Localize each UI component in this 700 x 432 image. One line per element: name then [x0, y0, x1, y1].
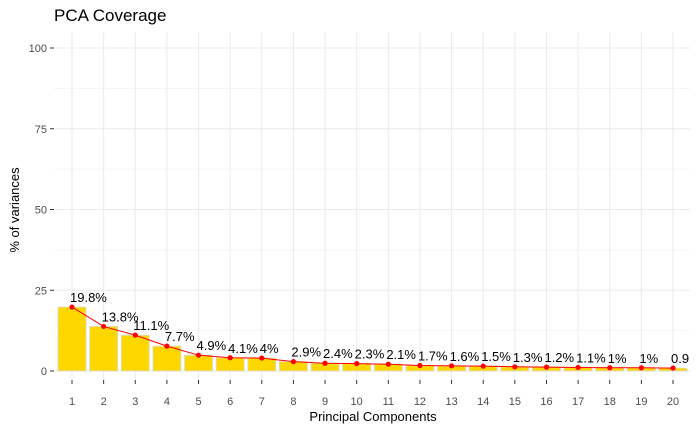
data-point	[322, 360, 328, 366]
chart-title: PCA Coverage	[54, 6, 167, 25]
data-label: 7.7%	[165, 329, 195, 344]
data-label: 1%	[608, 351, 627, 366]
x-tick-label: 8	[290, 396, 296, 408]
data-point	[575, 364, 581, 371]
data-point	[638, 365, 644, 371]
data-label: 2.9%	[291, 345, 321, 360]
x-tick-label: 12	[414, 396, 426, 408]
bar	[120, 334, 150, 372]
grid	[54, 32, 690, 380]
bar	[152, 345, 182, 372]
data-point	[543, 364, 550, 370]
x-tick-label: 4	[164, 396, 170, 408]
data-point	[259, 355, 265, 361]
x-tick-label: 17	[572, 396, 584, 408]
x-tick-label: 9	[322, 396, 328, 408]
data-point	[290, 359, 297, 365]
data-label: 2.4%	[323, 346, 353, 361]
x-axis-title: Principal Components	[309, 409, 437, 424]
x-tick-label: 20	[667, 396, 679, 408]
x-tick-label: 7	[259, 396, 265, 408]
data-label: 2.3%	[355, 347, 385, 362]
x-tick-label: 6	[227, 396, 233, 408]
data-point	[101, 323, 107, 330]
x-tick-label: 14	[477, 396, 489, 408]
data-labels: 19.8% 13.8%11.1%7.7%4.9% 4.1% 4% 2.9% 2.4% 2.3…	[70, 290, 689, 366]
data-label: 4%	[260, 341, 279, 356]
data-label: 1.3%	[513, 350, 543, 365]
data-label: 1.7%	[418, 349, 448, 364]
data-point	[670, 365, 676, 371]
x-tick-label: 2	[101, 396, 107, 408]
data-label: 1%	[639, 351, 658, 366]
x-tick-label: 15	[509, 396, 521, 408]
x-tick-label: 3	[132, 396, 138, 408]
data-label: 1.5%	[481, 349, 511, 364]
x-tick-label: 13	[445, 396, 457, 408]
y-axis-title: % of variances	[7, 167, 22, 253]
data-label: 11.1%	[133, 318, 169, 333]
data-point	[480, 363, 486, 369]
data-point	[195, 352, 202, 358]
x-tick-label: 16	[540, 396, 552, 408]
y-tick-label: 75	[35, 124, 47, 136]
y-tick-label: 25	[35, 285, 47, 297]
x-tick-label: 11	[383, 396, 394, 408]
data-label: 2.1%	[386, 347, 416, 362]
x-tick-label: 10	[351, 396, 363, 408]
plot-panel	[54, 32, 690, 380]
data-label: 1.2%	[544, 350, 574, 365]
data-point	[164, 343, 170, 349]
y-tick-label: 0	[41, 366, 47, 378]
data-point	[69, 304, 75, 310]
data-label: 1.1%	[576, 350, 606, 365]
x-tick-label: 1	[69, 396, 75, 408]
data-point	[448, 363, 455, 369]
data-label: 4.9%	[197, 338, 227, 353]
data-label: 19.8%	[70, 290, 107, 305]
x-tick-label: 5	[195, 396, 201, 408]
bar	[57, 306, 87, 372]
x-tick-label: 19	[635, 396, 647, 408]
data-label: 4.1%	[228, 341, 258, 356]
y-tick-label: 100	[29, 43, 47, 55]
data-label: 1.6%	[450, 349, 480, 364]
data-label: 0.9	[671, 351, 689, 366]
data-point	[132, 332, 138, 338]
series-line	[71, 306, 674, 369]
data-point	[227, 355, 233, 361]
bar	[89, 326, 119, 372]
y-tick-label: 50	[35, 205, 47, 217]
data-point	[512, 364, 518, 370]
data-point	[417, 362, 423, 369]
data-point	[607, 365, 613, 371]
x-tick-label: 18	[604, 396, 616, 408]
data-point	[354, 360, 360, 367]
trend-line	[69, 304, 676, 371]
data-point	[385, 361, 391, 367]
data-label: 13.8%	[102, 309, 139, 324]
